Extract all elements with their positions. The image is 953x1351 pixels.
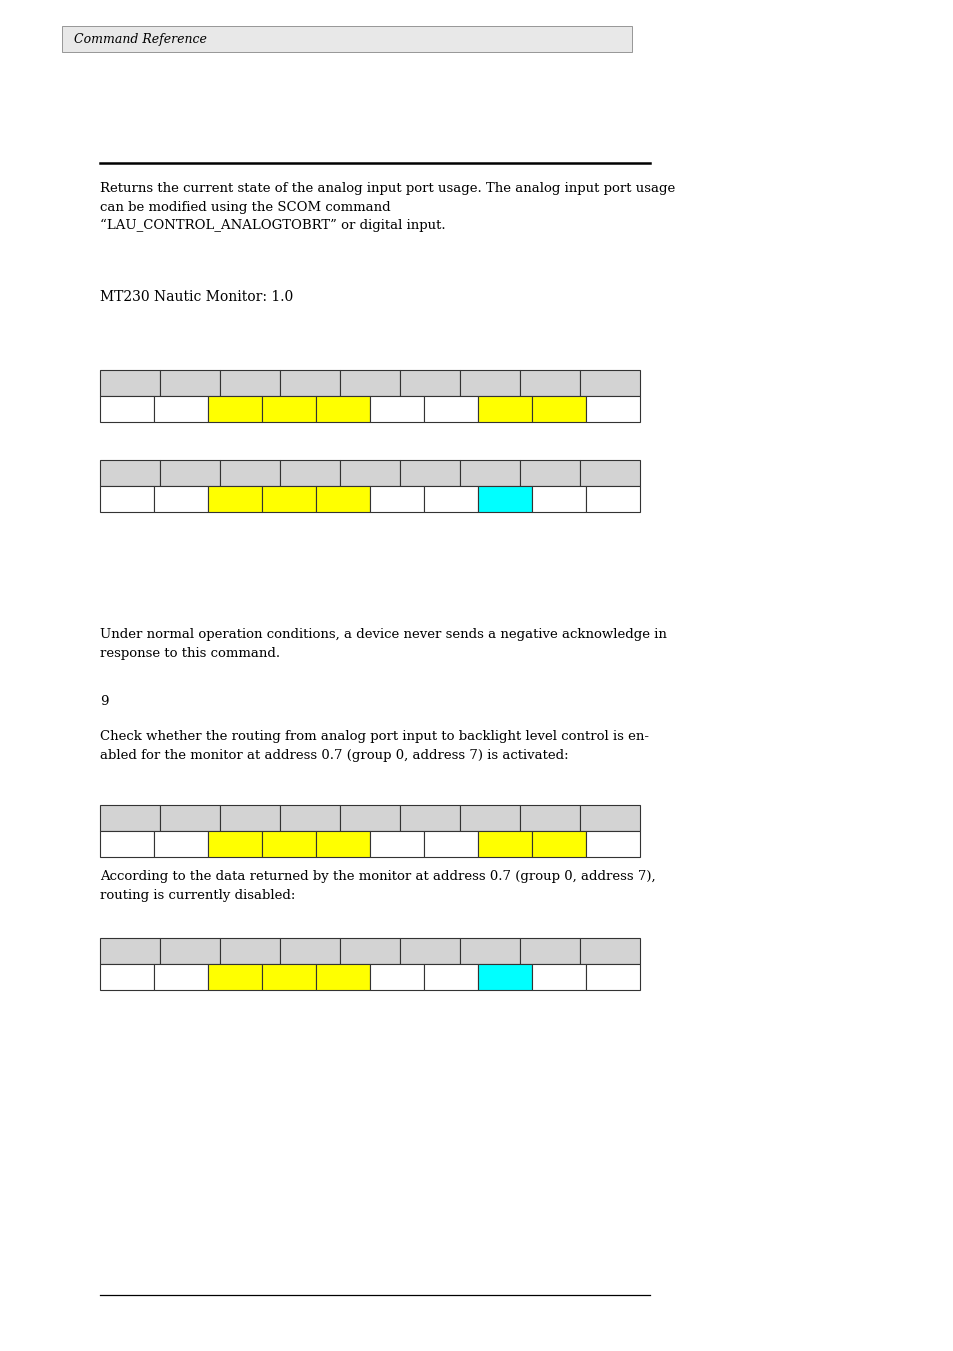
Bar	[153, 831, 208, 857]
Bar	[315, 831, 370, 857]
Bar	[477, 831, 532, 857]
Bar	[160, 938, 220, 965]
Bar	[262, 486, 315, 512]
Text: Command Reference: Command Reference	[74, 32, 207, 46]
Bar	[100, 459, 160, 486]
Bar	[477, 965, 532, 990]
Bar	[220, 459, 280, 486]
Bar	[459, 938, 519, 965]
Bar	[423, 831, 477, 857]
Bar	[339, 459, 399, 486]
Bar	[477, 396, 532, 422]
Text: According to the data returned by the monitor at address 0.7 (group 0, address 7: According to the data returned by the mo…	[100, 870, 655, 901]
Bar	[208, 396, 262, 422]
Bar	[280, 805, 339, 831]
Bar	[315, 396, 370, 422]
Bar	[315, 486, 370, 512]
Bar	[399, 938, 459, 965]
Bar	[100, 831, 153, 857]
Bar	[100, 938, 160, 965]
Text: Check whether the routing from analog port input to backlight level control is e: Check whether the routing from analog po…	[100, 730, 648, 762]
Bar	[370, 396, 423, 422]
Bar	[519, 459, 579, 486]
Bar	[579, 459, 639, 486]
Bar	[160, 370, 220, 396]
Bar	[585, 965, 639, 990]
Bar	[153, 396, 208, 422]
Bar	[370, 831, 423, 857]
Bar	[280, 938, 339, 965]
Bar	[532, 396, 585, 422]
Text: Returns the current state of the analog input port usage. The analog input port : Returns the current state of the analog …	[100, 182, 675, 232]
Bar	[339, 938, 399, 965]
Bar	[579, 805, 639, 831]
Bar	[370, 486, 423, 512]
Bar	[208, 965, 262, 990]
Bar	[100, 370, 160, 396]
Bar	[579, 938, 639, 965]
Bar	[423, 396, 477, 422]
Bar	[519, 370, 579, 396]
Bar	[153, 486, 208, 512]
Bar	[220, 805, 280, 831]
Bar	[399, 459, 459, 486]
Bar	[459, 459, 519, 486]
Bar	[100, 965, 153, 990]
Bar	[532, 486, 585, 512]
Bar	[100, 396, 153, 422]
Bar	[280, 459, 339, 486]
Bar	[459, 805, 519, 831]
Text: MT230 Nautic Monitor: 1.0: MT230 Nautic Monitor: 1.0	[100, 290, 293, 304]
Bar	[220, 370, 280, 396]
Bar	[585, 396, 639, 422]
Bar	[519, 938, 579, 965]
Bar	[399, 370, 459, 396]
Bar	[339, 805, 399, 831]
Text: 9: 9	[100, 694, 109, 708]
Bar	[519, 805, 579, 831]
Bar	[579, 370, 639, 396]
Bar	[208, 486, 262, 512]
Bar	[262, 965, 315, 990]
Bar	[160, 805, 220, 831]
Bar	[100, 486, 153, 512]
Bar	[220, 938, 280, 965]
Bar	[153, 965, 208, 990]
Bar	[532, 831, 585, 857]
Bar	[399, 805, 459, 831]
Bar	[100, 805, 160, 831]
Bar	[160, 459, 220, 486]
Bar	[370, 965, 423, 990]
Bar	[208, 831, 262, 857]
Bar	[262, 396, 315, 422]
Bar	[280, 370, 339, 396]
Bar	[339, 370, 399, 396]
Bar	[532, 965, 585, 990]
Bar	[423, 965, 477, 990]
Bar	[585, 486, 639, 512]
Bar	[477, 486, 532, 512]
Bar	[62, 26, 631, 51]
Bar	[585, 831, 639, 857]
Bar	[315, 965, 370, 990]
Text: Under normal operation conditions, a device never sends a negative acknowledge i: Under normal operation conditions, a dev…	[100, 628, 666, 659]
Bar	[262, 831, 315, 857]
Bar	[423, 486, 477, 512]
Bar	[459, 370, 519, 396]
